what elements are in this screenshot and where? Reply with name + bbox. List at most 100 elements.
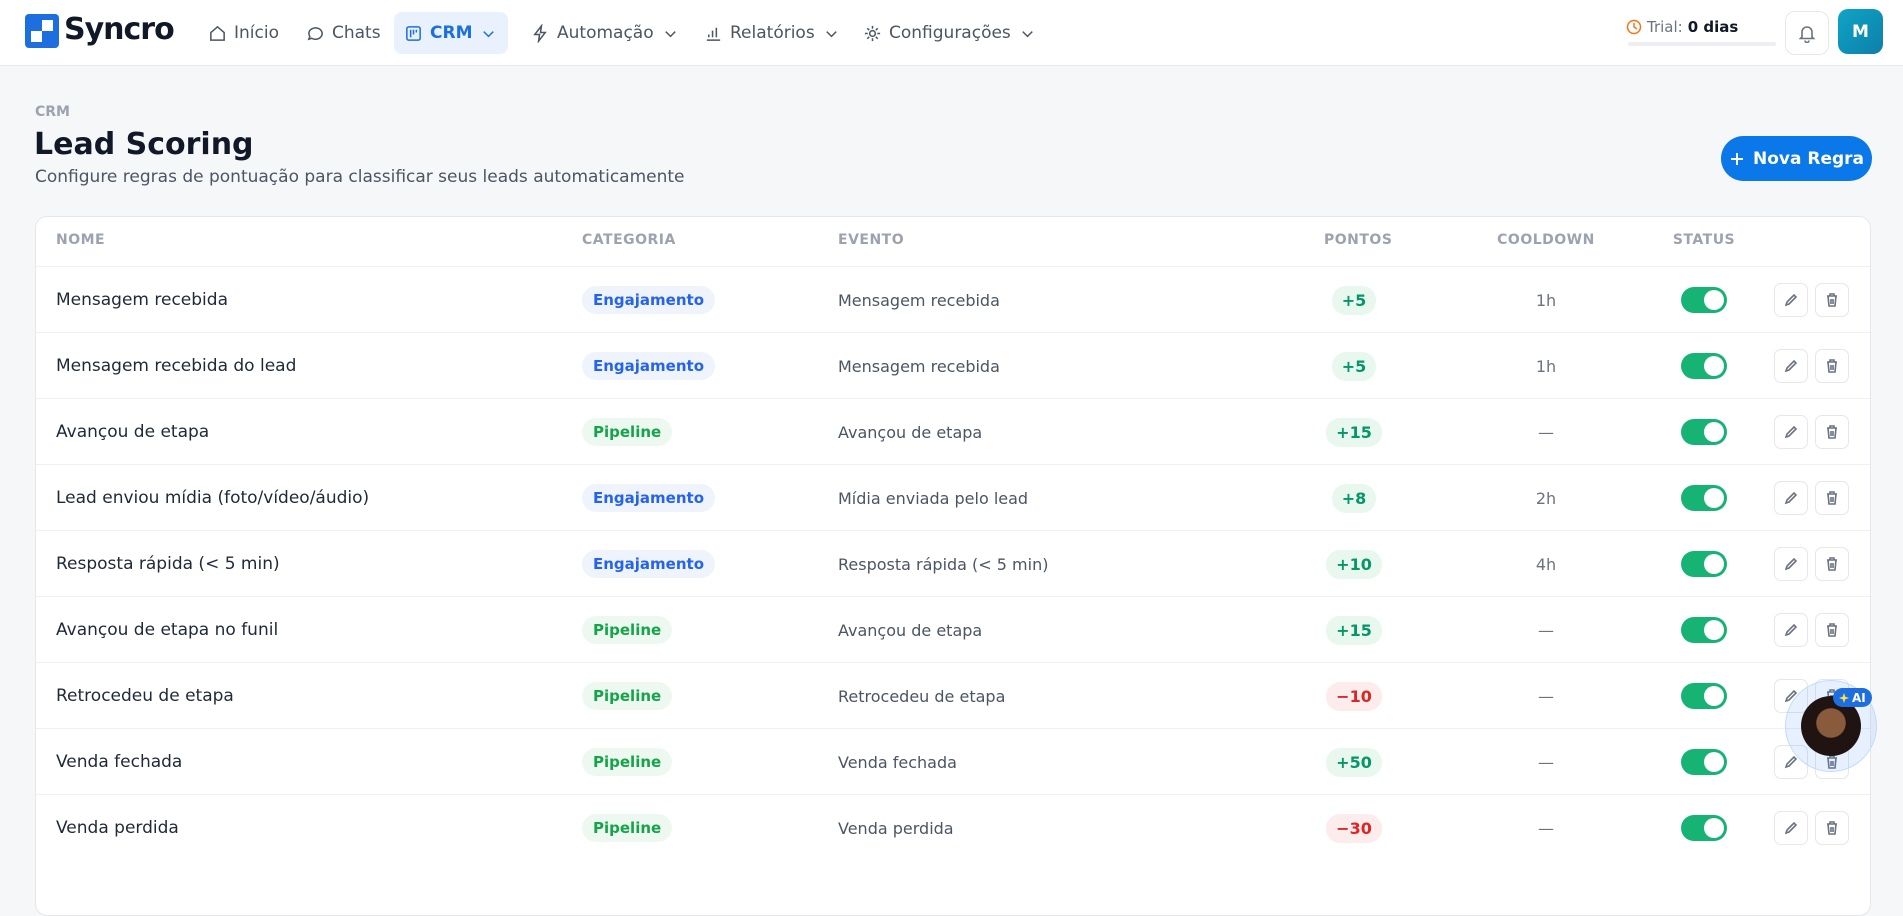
cooldown: — [1538,620,1554,640]
new-rule-button[interactable]: Nova Regra [1721,136,1872,181]
category-cell: Engajamento [582,267,716,333]
edit-button[interactable] [1774,283,1808,317]
delete-button[interactable] [1815,481,1849,515]
notifications[interactable] [1785,11,1829,55]
new-rule-label: Nova Regra [1752,148,1865,169]
column-header: PONTOS [1324,232,1393,248]
category-cell: Pipeline [582,399,673,465]
delete-button[interactable] [1815,415,1849,449]
rule-name: Lead enviou mídia (foto/vídeo/áudio) [56,488,370,508]
category-cell: Engajamento [582,531,716,597]
column-header: STATUS [1672,232,1736,248]
actions [1774,399,1849,465]
rule-name: Venda perdida [56,818,179,838]
table-row: Retrocedeu de etapa Pipeline Retrocedeu de… [36,662,1870,728]
rule-name: Mensagem recebida [56,290,228,310]
actions [1774,795,1849,861]
event: Mensagem recebida [838,290,1000,310]
category-pill: Engajamento [582,352,716,380]
category-cell: Pipeline [582,597,673,663]
edit-button[interactable] [1774,415,1808,449]
category-pill: Engajamento [582,550,716,578]
status-toggle[interactable] [1681,485,1727,511]
nav-item[interactable]: Configurações [853,12,1047,54]
trial-label: Trial: [1647,18,1683,36]
edit-button[interactable] [1774,811,1808,845]
nav-icon [307,26,323,40]
edit-button[interactable] [1774,349,1808,383]
event: Resposta rápida (< 5 min) [838,554,1049,574]
points-cell: +5 [1304,333,1404,399]
rule-name: Venda fechada [56,752,183,772]
status-toggle[interactable] [1681,419,1727,445]
logo-icon [25,14,59,48]
rule-name: Avançou de etapa [56,422,210,442]
status-toggle[interactable] [1681,551,1727,577]
points: +10 [1326,549,1382,579]
status-toggle[interactable] [1681,749,1727,775]
trial: Trial: 0 dias [1626,18,1738,36]
nav-icon [864,25,881,41]
breadcrumb: CRM [35,104,70,120]
delete-button[interactable] [1815,613,1849,647]
status-toggle[interactable] [1681,815,1727,841]
delete-button[interactable] [1815,349,1849,383]
edit-button[interactable] [1774,547,1808,581]
cooldown: 1h [1535,290,1557,310]
user-avatar[interactable]: M [1838,9,1883,54]
nav-item[interactable]: Relatórios [694,12,851,54]
category-cell: Pipeline [582,663,673,729]
chevron [1022,30,1033,37]
nav-label: CRM [430,23,473,43]
delete-button[interactable] [1815,283,1849,317]
nav-label: Automação [557,23,654,43]
nav-item[interactable]: Chats [296,12,391,54]
edit-button[interactable] [1774,613,1808,647]
nav-label: Configurações [889,23,1011,43]
points-cell: −30 [1304,795,1404,861]
category-pill: Pipeline [582,616,673,644]
page-subtitle: Configure regras de pontuação para class… [35,167,685,187]
points: −10 [1326,681,1382,711]
nav-icon [706,27,721,41]
nav-label: Relatórios [730,23,815,43]
assistant-badge: AI [1833,688,1872,707]
status-toggle[interactable] [1681,353,1727,379]
category-pill: Engajamento [582,286,716,314]
nav-item[interactable]: Início [198,12,289,54]
status-cell [1654,267,1754,333]
cooldown: 4h [1535,554,1557,574]
delete-button[interactable] [1815,811,1849,845]
table-row: Lead enviou mídia (foto/vídeo/áudio) Enga… [36,464,1870,530]
table-row: Avançou de etapa no funil Pipeline Avançou… [36,596,1870,662]
actions [1774,465,1849,531]
top-nav: Syncro Início Chats CRM Automação Relatórios… [0,0,1903,66]
event: Mensagem recebida [838,356,1000,376]
status-toggle[interactable] [1681,617,1727,643]
table-row: Avançou de etapa Pipeline Avançou de etapa… [36,398,1870,464]
status-cell [1654,399,1754,465]
actions [1774,597,1849,663]
assistant-ring[interactable] [1785,680,1877,772]
rule-name: Mensagem recebida do lead [56,356,297,376]
table-row: Mensagem recebida Engajamento Mensagem rec… [36,266,1870,332]
nav-icon [406,25,421,41]
cooldown: — [1538,818,1554,838]
nav-item[interactable]: CRM [394,12,509,54]
points: +8 [1331,483,1377,513]
nav-item[interactable]: Automação [521,12,690,54]
table-row: Venda fechada Pipeline Venda fechada +50 — [36,728,1870,794]
category-pill: Pipeline [582,682,673,710]
points: −30 [1326,813,1382,843]
rule-name: Avançou de etapa no funil [56,620,279,640]
edit-button[interactable] [1774,481,1808,515]
status-toggle[interactable] [1681,683,1727,709]
delete-button[interactable] [1815,547,1849,581]
status-cell [1654,663,1754,729]
status-toggle[interactable] [1681,287,1727,313]
trial-value: 0 dias [1687,18,1739,36]
category-pill: Pipeline [582,814,673,842]
cooldown: — [1538,686,1554,706]
logo-text[interactable]: Syncro [64,12,175,47]
